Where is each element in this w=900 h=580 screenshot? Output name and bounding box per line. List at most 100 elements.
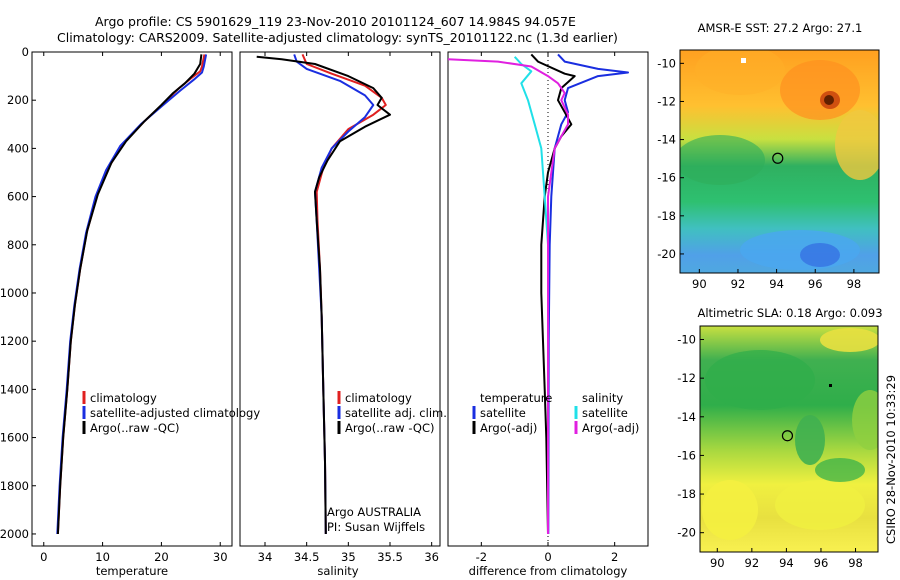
sst-map-image: [680, 50, 879, 273]
salinity-profiles: [256, 53, 391, 535]
legend-label-satellite-adj: satellite adj. clim.: [345, 406, 447, 420]
legend-label-climatology: climatology: [345, 391, 412, 405]
difference-legend: temperature satellite Argo(-adj) salinit…: [472, 391, 639, 435]
sst-map-title: AMSR-E SST: 27.2 Argo: 27.1: [698, 21, 863, 35]
argo-note-line1: Argo AUSTRALIA: [327, 505, 421, 519]
x-tick-label: 35.5: [377, 550, 403, 564]
legend-label-temp-argo: Argo(-adj): [480, 421, 537, 435]
y-tick-label: -14: [657, 133, 676, 147]
legend-label-sal-satellite: satellite: [582, 406, 628, 420]
temperature-panel: 0 200 400 600 800 1000 1200 1400 1600 1800 2000 0 1…: [0, 45, 260, 578]
salinity-axes-frame: [239, 51, 441, 547]
x-tick-label: 92: [731, 277, 746, 291]
x-tick-label: 35: [341, 550, 356, 564]
temperature-profiles: [56, 54, 208, 535]
difference-profiles: [447, 53, 629, 535]
y-tick-label: 1000: [0, 286, 29, 300]
y-tick-label: -14: [677, 410, 696, 424]
temperature-x-axis: 0 10 20 30: [40, 52, 228, 564]
series-line: [56, 54, 203, 535]
sla-map-image: [700, 326, 878, 552]
y-tick-label: 200: [7, 93, 29, 107]
y-tick-label: 1800: [0, 479, 29, 493]
salinity-panel: 34 34.5 35 35.5 36 salinity climatology sate…: [239, 51, 447, 578]
argo-location-marker: [772, 152, 784, 164]
x-tick-label: 34: [258, 550, 273, 564]
y-tick-label: -18: [677, 487, 696, 501]
salinity-legend: climatology satellite adj. clim. Argo(..…: [337, 391, 447, 435]
y-tick-label: 600: [7, 190, 29, 204]
sst-map-frame: [679, 49, 880, 274]
series-line: [447, 58, 569, 534]
argo-location-marker: [781, 430, 794, 442]
x-tick-label: 92: [745, 556, 760, 570]
y-tick-label: 0: [22, 45, 29, 59]
series-line: [547, 53, 629, 535]
argo-note-line2: PI: Susan Wijffels: [327, 520, 425, 534]
y-tick-label: -12: [657, 94, 676, 108]
figure-title-line1: Argo profile: CS 5901629_119 23-Nov-2010…: [95, 14, 576, 29]
legend-label-satellite-adjusted: satellite-adjusted climatology: [90, 406, 260, 420]
series-line: [530, 53, 576, 535]
y-tick-label: -18: [657, 209, 676, 223]
sla-map-axes: 90 92 94 96 98 -10 -12 -14 -16 -18 -20: [677, 333, 863, 570]
y-tick-label: -16: [657, 171, 676, 185]
temperature-xlabel: temperature: [96, 564, 168, 578]
y-tick-label: -20: [677, 526, 696, 540]
legend-label-argo: Argo(..raw -QC): [90, 421, 180, 435]
y-tick-label: 400: [7, 141, 29, 155]
series-line: [513, 56, 549, 534]
x-tick-label: 96: [808, 277, 823, 291]
legend-label-argo: Argo(..raw -QC): [345, 421, 435, 435]
x-tick-label: -2: [476, 550, 487, 564]
x-tick-label: 94: [769, 277, 784, 291]
y-tick-label: 1400: [0, 382, 29, 396]
legend-heading-salinity: salinity: [582, 391, 623, 405]
sst-map-axes: 90 92 94 96 98 -10 -12 -14 -16 -18 -20: [657, 56, 861, 291]
legend-label-climatology: climatology: [90, 391, 157, 405]
y-tick-label: -12: [677, 371, 696, 385]
series-line: [56, 54, 206, 535]
legend-heading-temperature: temperature: [480, 391, 552, 405]
x-tick-label: 2: [611, 550, 618, 564]
y-tick-label: 2000: [0, 527, 29, 541]
x-tick-label: 90: [692, 277, 707, 291]
x-tick-label: 0: [40, 550, 47, 564]
x-tick-label: 98: [847, 277, 862, 291]
difference-x-axis: -2 0 2: [476, 52, 618, 564]
y-tick-label: 1600: [0, 431, 29, 445]
x-tick-label: 96: [814, 556, 829, 570]
legend-label-sal-argo: Argo(-adj): [582, 421, 639, 435]
series-line: [301, 53, 387, 535]
difference-panel: -2 0 2 difference from climatology tempera…: [447, 51, 649, 578]
sla-map-panel: Altimetric SLA: 0.18 Argo: 0.093 90 92 94 9…: [677, 306, 882, 570]
series-line: [56, 54, 208, 535]
figure-title-line2: Climatology: CARS2009. Satellite-adjuste…: [57, 30, 618, 45]
salinity-x-axis: 34 34.5 35 35.5 36: [258, 52, 439, 564]
sla-map-title: Altimetric SLA: 0.18 Argo: 0.093: [697, 306, 882, 320]
x-tick-label: 98: [848, 556, 863, 570]
temperature-axes-frame: [31, 51, 233, 547]
y-tick-label: -20: [657, 247, 676, 261]
difference-xlabel: difference from climatology: [469, 564, 628, 578]
x-tick-label: 94: [779, 556, 794, 570]
x-tick-label: 30: [213, 550, 228, 564]
series-line: [293, 54, 375, 535]
y-tick-label: -16: [677, 448, 696, 462]
csiro-timestamp: CSIRO 28-Nov-2010 10:33:29: [884, 375, 898, 544]
x-tick-label: 20: [154, 550, 169, 564]
x-tick-label: 10: [95, 550, 110, 564]
y-tick-label: 1200: [0, 334, 29, 348]
legend-label-temp-satellite: satellite: [480, 406, 526, 420]
x-tick-label: 36: [424, 550, 439, 564]
x-tick-label: 0: [544, 550, 551, 564]
y-tick-label: -10: [677, 333, 696, 347]
x-tick-label: 34.5: [294, 550, 320, 564]
series-line: [256, 55, 391, 535]
x-tick-label: 90: [710, 556, 725, 570]
temperature-legend: climatology satellite-adjusted climatolo…: [82, 391, 260, 435]
sst-map-panel: AMSR-E SST: 27.2 Argo: 27.1 90 92 94 96 98 -1…: [657, 21, 880, 291]
depth-axis: 0 200 400 600 800 1000 1200 1400 1600 1800 2000: [0, 45, 36, 541]
sla-map-frame: [699, 325, 879, 553]
